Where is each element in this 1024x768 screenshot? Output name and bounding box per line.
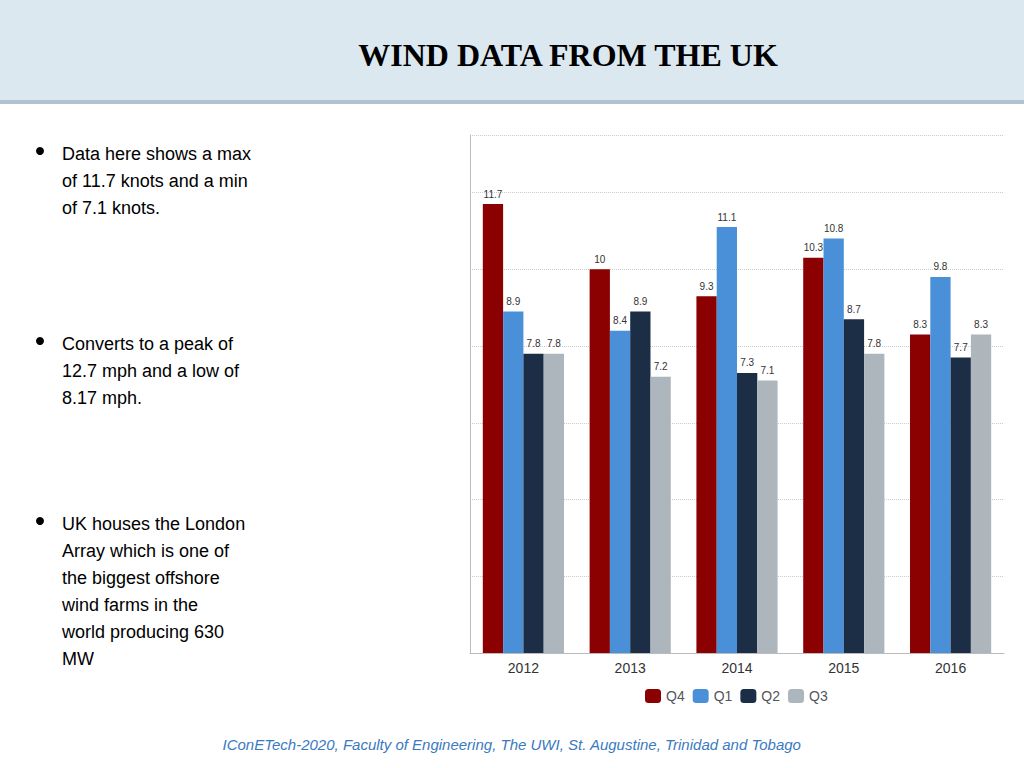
svg-text:10.8: 10.8	[824, 223, 844, 234]
svg-text:2013: 2013	[615, 660, 646, 676]
svg-text:world producing 630: world producing 630	[61, 622, 224, 642]
svg-text:9.8: 9.8	[934, 261, 948, 272]
svg-text:IConETech-2020, Faculty of Eng: IConETech-2020, Faculty of Engineering, …	[223, 736, 801, 753]
svg-text:2014: 2014	[721, 660, 752, 676]
svg-text:Q3: Q3	[809, 688, 828, 704]
svg-text:Data here shows a max: Data here shows a max	[62, 144, 251, 164]
svg-text:7.7: 7.7	[954, 342, 968, 353]
svg-text:10: 10	[594, 254, 606, 265]
svg-text:wind farms in the: wind farms in the	[61, 595, 198, 615]
svg-text:7.8: 7.8	[547, 338, 561, 349]
svg-text:7.2: 7.2	[654, 361, 668, 372]
svg-text:8.9: 8.9	[633, 296, 647, 307]
svg-text:8.9: 8.9	[506, 296, 520, 307]
svg-text:WIND DATA FROM THE UK: WIND DATA FROM THE UK	[358, 37, 778, 73]
svg-text:11.7: 11.7	[484, 189, 503, 200]
svg-text:of 7.1 knots.: of 7.1 knots.	[62, 198, 160, 218]
svg-text:7.3: 7.3	[740, 357, 754, 368]
svg-text:UK houses the London: UK houses the London	[62, 514, 245, 534]
svg-text:Q2: Q2	[761, 688, 780, 704]
svg-text:Q4: Q4	[666, 688, 685, 704]
svg-text:8.3: 8.3	[913, 319, 927, 330]
svg-text:8.7: 8.7	[847, 304, 861, 315]
svg-text:10.3: 10.3	[804, 242, 824, 253]
svg-text:7.1: 7.1	[760, 365, 774, 376]
svg-text:7.8: 7.8	[867, 338, 881, 349]
svg-text:Converts to a peak of: Converts to a peak of	[62, 334, 234, 354]
svg-text:8.4: 8.4	[613, 315, 627, 326]
svg-text:the biggest offshore: the biggest offshore	[62, 568, 220, 588]
svg-text:11.1: 11.1	[717, 212, 736, 223]
svg-text:8.3: 8.3	[974, 319, 988, 330]
svg-text:MW: MW	[62, 649, 94, 669]
svg-text:2012: 2012	[508, 660, 539, 676]
svg-text:2016: 2016	[935, 660, 966, 676]
svg-text:of 11.7 knots and a min: of 11.7 knots and a min	[62, 171, 248, 191]
svg-text:2015: 2015	[828, 660, 859, 676]
svg-text:Q1: Q1	[714, 688, 733, 704]
svg-text:7.8: 7.8	[527, 338, 541, 349]
svg-text:12.7 mph and a low of: 12.7 mph and a low of	[62, 361, 240, 381]
svg-text:Array which is one of: Array which is one of	[62, 541, 230, 561]
svg-text:9.3: 9.3	[700, 281, 714, 292]
svg-text:8.17 mph.: 8.17 mph.	[62, 388, 142, 408]
